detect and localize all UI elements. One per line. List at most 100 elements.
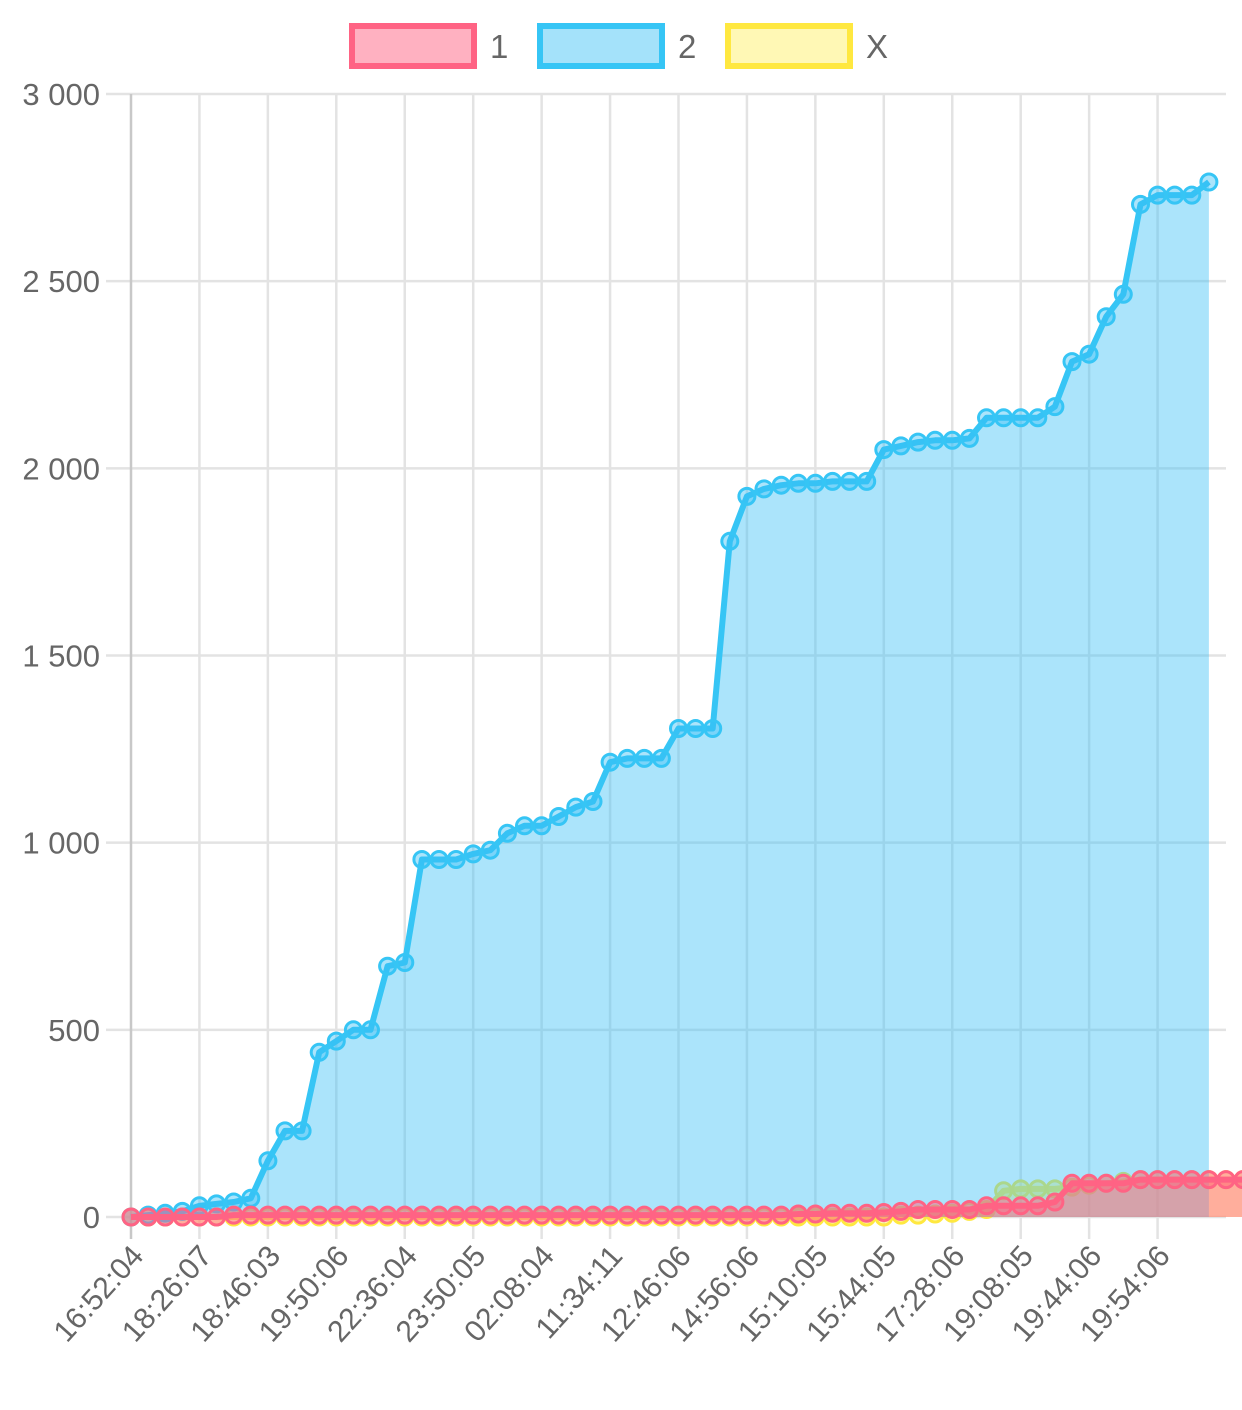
series-1-point[interactable]: [155, 1207, 175, 1227]
series-1-point[interactable]: [207, 1207, 226, 1227]
series-2-point[interactable]: [1011, 408, 1031, 428]
series-1-point[interactable]: [395, 1205, 415, 1225]
series-1-point[interactable]: [189, 1207, 209, 1227]
series-1-point[interactable]: [651, 1205, 671, 1225]
series-2-point[interactable]: [532, 816, 552, 836]
series-2-point[interactable]: [720, 531, 740, 551]
series-2-point[interactable]: [600, 752, 620, 772]
series-1-point[interactable]: [1216, 1170, 1236, 1190]
series-1-point[interactable]: [771, 1205, 791, 1225]
series-2-point[interactable]: [497, 823, 517, 843]
series-2-point[interactable]: [258, 1151, 278, 1171]
series-1-point[interactable]: [515, 1205, 534, 1225]
series-1-point[interactable]: [1028, 1196, 1048, 1216]
series-1-point[interactable]: [309, 1205, 329, 1225]
series-2-point[interactable]: [463, 844, 483, 864]
series-1-point[interactable]: [361, 1205, 380, 1225]
series-2-point[interactable]: [361, 1020, 380, 1040]
series-2-point[interactable]: [1182, 185, 1202, 205]
legend-item-1[interactable]: 1: [349, 23, 508, 69]
legend-item-2[interactable]: 2: [537, 23, 696, 69]
series-2-point[interactable]: [566, 797, 586, 817]
series-2-point[interactable]: [857, 471, 877, 491]
series-1-point[interactable]: [138, 1207, 158, 1227]
series-1-point[interactable]: [1079, 1173, 1099, 1193]
series-1-point[interactable]: [566, 1205, 586, 1225]
series-2-point[interactable]: [891, 436, 911, 456]
series-2-point[interactable]: [480, 840, 500, 860]
series-1-point[interactable]: [857, 1203, 877, 1223]
series-1-point[interactable]: [840, 1203, 860, 1223]
series-2-point[interactable]: [446, 850, 466, 869]
series-1-point[interactable]: [908, 1200, 928, 1219]
series-2-point[interactable]: [669, 719, 688, 738]
series-2-point[interactable]: [241, 1188, 261, 1208]
series-2-point[interactable]: [994, 408, 1014, 428]
series-1-point[interactable]: [1062, 1173, 1082, 1193]
series-1-point[interactable]: [977, 1196, 996, 1216]
series-2-point[interactable]: [959, 428, 979, 448]
series-1-point[interactable]: [1113, 1173, 1133, 1193]
series-2-point[interactable]: [651, 748, 671, 768]
series-1-point[interactable]: [891, 1201, 911, 1221]
series-1-point[interactable]: [241, 1205, 261, 1225]
series-1-point[interactable]: [959, 1200, 979, 1219]
series-1-point[interactable]: [874, 1203, 894, 1222]
series-2-point[interactable]: [908, 432, 928, 452]
series-1-point[interactable]: [1165, 1170, 1185, 1190]
series-1-point[interactable]: [292, 1205, 312, 1225]
series-2-point[interactable]: [1199, 172, 1219, 192]
series-1-point[interactable]: [343, 1205, 363, 1225]
series-2-point[interactable]: [771, 475, 791, 495]
series-1-point[interactable]: [224, 1205, 244, 1225]
series-1-point[interactable]: [788, 1204, 808, 1224]
series-2-point[interactable]: [840, 471, 860, 491]
series-1-point[interactable]: [326, 1205, 346, 1225]
series-1-point[interactable]: [634, 1205, 654, 1225]
series-1-point[interactable]: [823, 1203, 842, 1223]
series-1-point[interactable]: [429, 1205, 449, 1225]
series-1-point[interactable]: [1233, 1170, 1242, 1190]
series-1-point[interactable]: [1045, 1192, 1065, 1212]
series-1-point[interactable]: [446, 1205, 466, 1225]
series-1-point[interactable]: [942, 1200, 962, 1219]
series-2-point[interactable]: [977, 408, 996, 428]
series-1-point[interactable]: [617, 1205, 637, 1225]
series-2-point[interactable]: [754, 479, 774, 499]
series-2-point[interactable]: [1062, 352, 1082, 372]
series-2-point[interactable]: [874, 440, 894, 460]
series-1-point[interactable]: [497, 1205, 517, 1225]
series-2-point[interactable]: [429, 850, 449, 869]
series-1-point[interactable]: [480, 1205, 500, 1225]
series-1-point[interactable]: [754, 1205, 774, 1225]
series-2-point[interactable]: [343, 1020, 363, 1040]
series-1-point[interactable]: [600, 1205, 620, 1225]
series-1-point[interactable]: [1148, 1170, 1168, 1190]
series-2-point[interactable]: [617, 748, 637, 768]
series-2-point[interactable]: [275, 1121, 295, 1141]
series-1-point[interactable]: [1131, 1170, 1150, 1190]
series-2-point[interactable]: [703, 719, 723, 738]
series-2-point[interactable]: [788, 473, 808, 493]
series-2-point[interactable]: [1131, 194, 1150, 214]
series-1-point[interactable]: [703, 1205, 723, 1225]
series-2-point[interactable]: [412, 850, 432, 869]
series-2-point[interactable]: [634, 748, 654, 768]
series-2-point[interactable]: [515, 816, 534, 836]
series-2-point[interactable]: [1096, 307, 1116, 327]
series-2-point[interactable]: [326, 1031, 346, 1051]
series-1-point[interactable]: [378, 1205, 398, 1225]
series-2-point[interactable]: [737, 486, 757, 506]
series-1-point[interactable]: [720, 1205, 740, 1225]
legend-item-x[interactable]: X: [725, 23, 888, 69]
series-1-point[interactable]: [1096, 1173, 1116, 1193]
series-1-point[interactable]: [737, 1205, 757, 1225]
series-1-point[interactable]: [994, 1196, 1014, 1216]
series-1-point[interactable]: [669, 1205, 688, 1225]
series-1-point[interactable]: [258, 1205, 278, 1225]
series-2-point[interactable]: [1113, 284, 1133, 304]
series-2-point[interactable]: [805, 473, 825, 493]
series-2-point[interactable]: [1079, 344, 1099, 364]
series-1-point[interactable]: [275, 1205, 295, 1225]
series-2-point[interactable]: [549, 807, 569, 826]
